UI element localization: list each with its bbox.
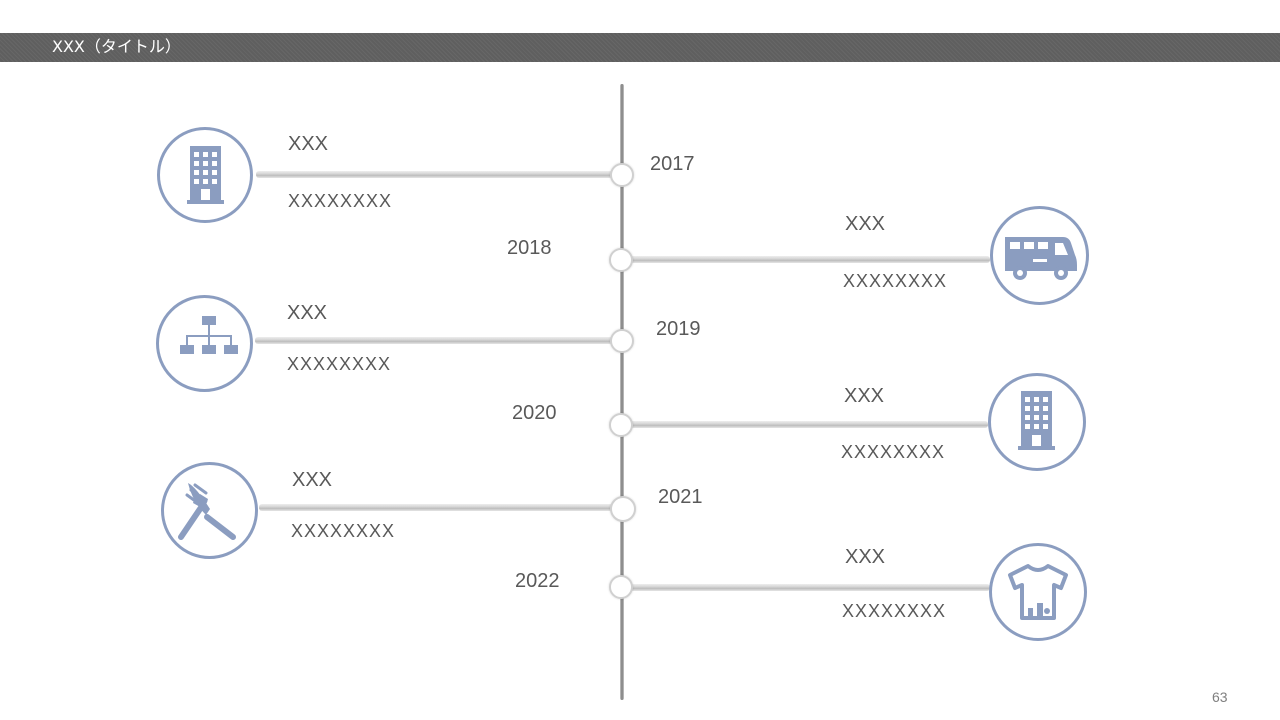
icon-circle-2021: [161, 462, 258, 559]
timeline-node-2018: [609, 248, 633, 272]
slide-title: XXX（タイトル）: [52, 37, 181, 56]
camper-van-icon: [1005, 237, 1077, 280]
event-label-2021: XXX: [292, 469, 333, 491]
timeline-node-2019: [610, 329, 634, 353]
event-description-2021: XXXXXXXX: [291, 521, 396, 541]
building-icon: [1018, 391, 1055, 450]
page-number: 63: [1212, 689, 1228, 705]
event-description-2018: XXXXXXXX: [843, 271, 948, 291]
timeline-node-2021: [610, 496, 636, 522]
year-2020: 2020: [512, 402, 557, 424]
org-chart-icon: [180, 316, 238, 354]
timeline-node-2022: [609, 575, 633, 599]
connector-2018: [624, 256, 990, 263]
event-description-2019: XXXXXXXX: [287, 354, 392, 374]
icon-circle-2022: [989, 543, 1087, 641]
event-label-2019: XXX: [287, 302, 328, 324]
t-shirt-icon: [1008, 564, 1068, 620]
event-description-2020: XXXXXXXX: [841, 442, 946, 462]
building-icon: [187, 146, 224, 204]
event-description-2022: XXXXXXXX: [842, 601, 947, 621]
timeline-axis: [620, 84, 624, 700]
event-label-2020: XXX: [844, 385, 885, 407]
year-2019: 2019: [656, 318, 701, 340]
year-2017: 2017: [650, 153, 695, 175]
event-label-2022: XXX: [845, 546, 886, 568]
connector-2020: [624, 421, 988, 428]
title-bar: XXX（タイトル）: [0, 33, 1280, 62]
connector-2017: [256, 171, 620, 178]
icon-circle-2017: [157, 127, 253, 223]
connector-2019: [255, 337, 620, 344]
year-2021: 2021: [658, 486, 703, 508]
event-description-2017: XXXXXXXX: [288, 191, 393, 211]
timeline-node-2017: [610, 163, 634, 187]
event-label-2017: XXX: [288, 133, 329, 155]
year-2018: 2018: [507, 237, 552, 259]
timeline-node-2020: [609, 413, 633, 437]
connector-2021: [259, 504, 620, 511]
year-2022: 2022: [515, 570, 560, 592]
icon-circle-2020: [988, 373, 1086, 471]
fork-knife-icon: [178, 483, 236, 540]
icon-circle-2018: [990, 206, 1089, 305]
event-label-2018: XXX: [845, 213, 886, 235]
icon-circle-2019: [156, 295, 253, 392]
connector-2022: [624, 584, 990, 591]
